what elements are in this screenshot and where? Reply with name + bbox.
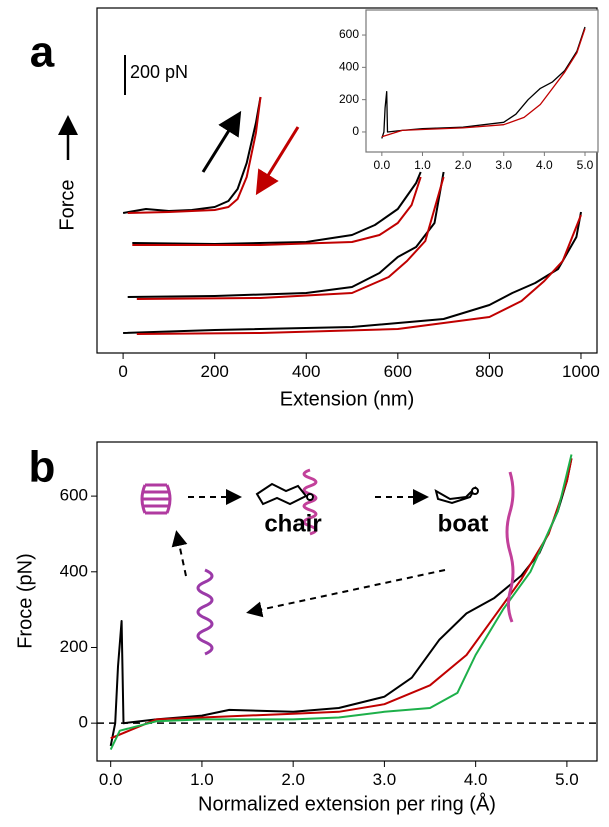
y-tick-label: 200 [60, 637, 88, 656]
x-tick-label: 1.0 [414, 158, 431, 172]
trace [136, 214, 582, 335]
plot-frame [96, 7, 598, 354]
trace [123, 211, 582, 334]
x-tick-label: 3.0 [495, 158, 512, 172]
trace [127, 171, 445, 298]
x-tick-label: 5.0 [577, 158, 594, 172]
y-axis-label: Froce (pN) [14, 553, 36, 649]
y-tick-label: 600 [339, 27, 359, 41]
trace [381, 28, 586, 138]
x-tick-label: 400 [292, 362, 320, 381]
x-tick-label: 0.0 [99, 770, 123, 789]
x-tick-label: 2.0 [281, 770, 305, 789]
trace [110, 458, 573, 740]
x-tick-label: 0.0 [374, 158, 391, 172]
x-tick-label: 1000 [562, 362, 600, 381]
x-tick-label: 200 [200, 362, 228, 381]
scale-bar-label: 200 pN [130, 62, 188, 82]
panel-label: a [30, 28, 55, 77]
x-tick-label: 3.0 [373, 770, 397, 789]
x-tick-label: 800 [475, 362, 503, 381]
panel-label: b [29, 443, 56, 492]
ring-sketches [255, 482, 479, 506]
trace [132, 176, 422, 246]
transition-arrows [171, 489, 446, 618]
annotation: chair [264, 510, 321, 537]
x-tick-label: 4.0 [464, 770, 488, 789]
x-axis-label: Normalized extension per ring (Å) [198, 792, 496, 815]
trace [132, 171, 422, 245]
trace [109, 458, 573, 747]
x-axis-label: Extension (nm) [280, 388, 415, 410]
y-tick-label: 400 [339, 60, 359, 74]
x-tick-label: 5.0 [555, 770, 579, 789]
y-tick-label: 0 [79, 713, 88, 732]
y-axis-label: Force [56, 179, 78, 230]
helix-sketches [140, 468, 515, 656]
y-tick-label: 0 [352, 124, 359, 138]
x-tick-label: 4.0 [536, 158, 553, 172]
y-tick-label: 200 [339, 92, 359, 106]
plot-frame [365, 9, 599, 153]
trace [381, 26, 586, 139]
x-tick-label: 2.0 [455, 158, 472, 172]
trace [127, 96, 262, 214]
y-tick-label: 400 [60, 561, 88, 580]
trace [122, 96, 262, 214]
y-tick-label: 600 [60, 486, 88, 505]
plot-frame [96, 441, 598, 762]
inset-background [366, 10, 598, 152]
x-tick-label: 600 [384, 362, 412, 381]
retract-arrow [255, 126, 300, 196]
trace [109, 454, 573, 751]
annotation: boat [438, 510, 489, 537]
extend-arrow [201, 110, 242, 173]
x-tick-label: 0 [118, 362, 127, 381]
trace [136, 176, 445, 300]
x-tick-label: 1.0 [190, 770, 214, 789]
